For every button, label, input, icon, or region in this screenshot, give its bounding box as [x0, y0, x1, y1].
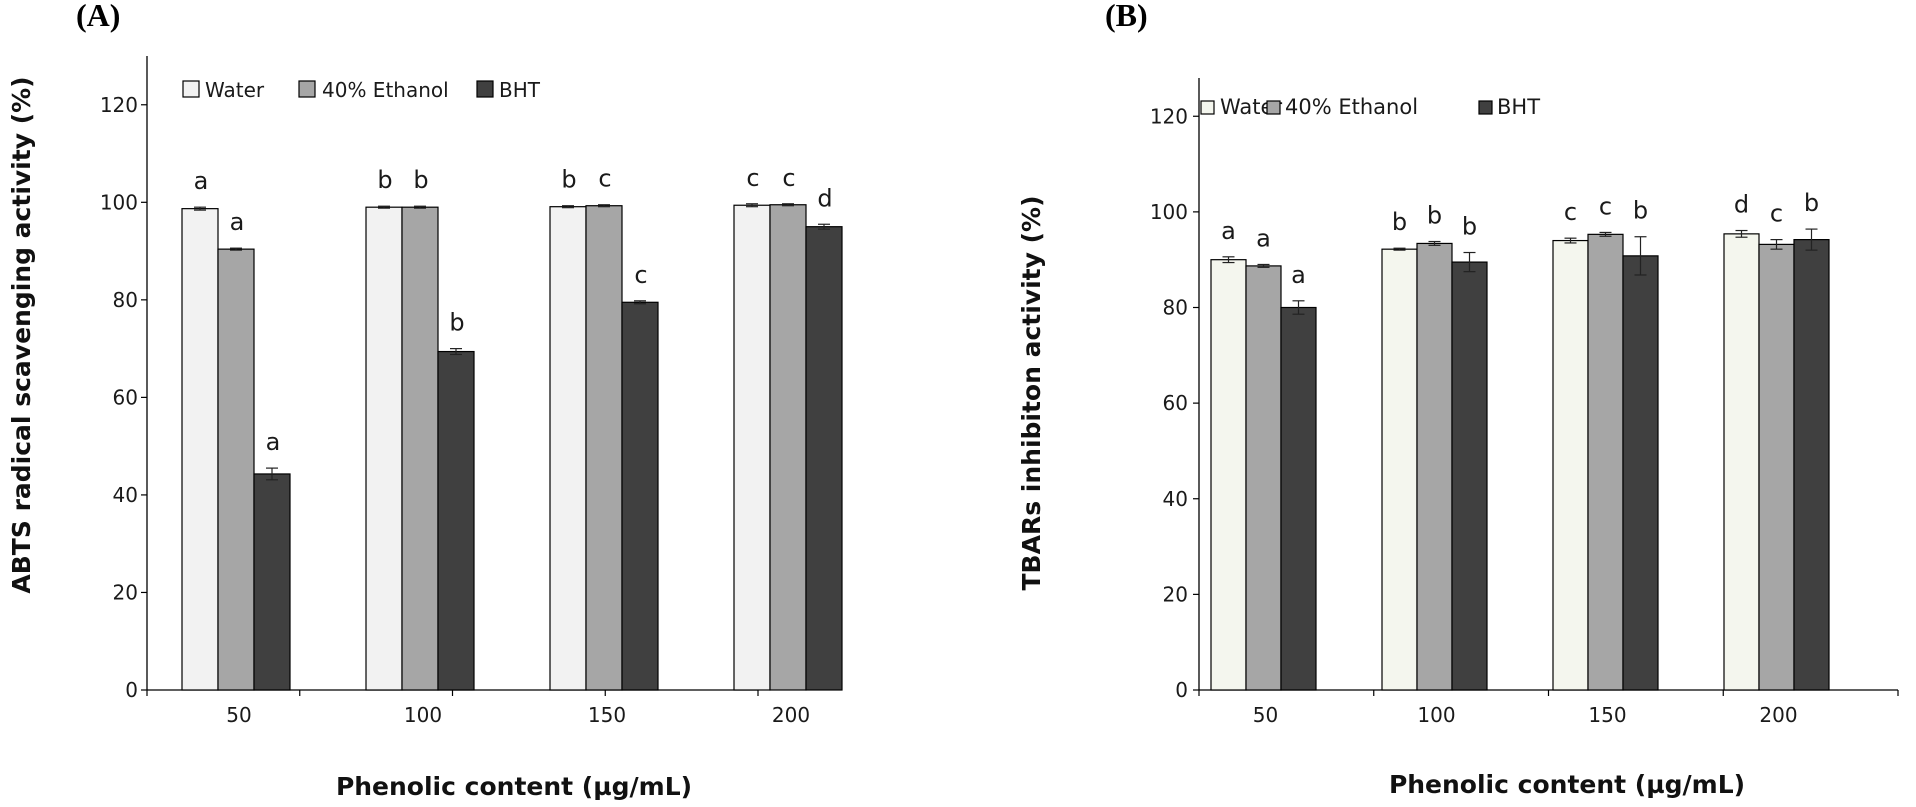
panel-label-b: (B): [1105, 0, 1148, 33]
y-tick-label-b: 20: [1163, 582, 1188, 606]
significance-letter-b: b: [1804, 189, 1819, 217]
bar-a-bht-150: [621, 301, 659, 691]
legend-label-a: Water: [205, 78, 265, 102]
bar-a-water-200: [733, 204, 771, 691]
legend-swatch-a-bht: [476, 80, 494, 98]
y-tick-label-a: 0: [125, 678, 138, 702]
y-tick-label-a: 80: [113, 288, 138, 312]
y-tick-label-a: 60: [113, 385, 138, 409]
panel-label-a: (A): [76, 0, 120, 33]
y-tick-label-b: 100: [1150, 200, 1188, 224]
x-axis-title-b: Phenolic content (µg/mL): [1389, 770, 1745, 799]
x-tick-label-a: 100: [404, 703, 442, 727]
bar-b-bht-150: [1622, 255, 1659, 691]
bar-b-water-200: [1723, 233, 1760, 691]
bar-a-bht-50: [253, 473, 291, 691]
y-tick-label-b: 0: [1175, 678, 1188, 702]
bar-a-bht-200: [805, 226, 843, 691]
x-tick-label-a: 150: [588, 703, 626, 727]
bar-a-40-ethanol-200: [769, 204, 807, 691]
y-tick-label-a: 20: [113, 580, 138, 604]
y-tick-label-b: 60: [1163, 391, 1188, 415]
legend-label-a: 40% Ethanol: [322, 78, 449, 102]
significance-letter-b: a: [1256, 224, 1271, 252]
significance-letter-a: a: [194, 167, 209, 195]
x-tick-label-b: 150: [1588, 703, 1626, 727]
bar-b-40-ethanol-150: [1587, 233, 1624, 691]
significance-letter-b: b: [1427, 202, 1442, 230]
significance-letter-b: b: [1633, 197, 1648, 225]
y-tick-label-b: 80: [1163, 296, 1188, 320]
bar-a-40-ethanol-150: [585, 205, 623, 691]
bar-a-bht-100: [437, 350, 475, 691]
significance-letter-a: d: [817, 184, 832, 212]
significance-letter-a: b: [561, 166, 576, 194]
significance-letter-b: c: [1564, 198, 1577, 226]
bar-b-40-ethanol-200: [1758, 243, 1795, 691]
y-tick-label-b: 120: [1150, 104, 1188, 128]
significance-letter-a: b: [377, 166, 392, 194]
x-tick-label-b: 100: [1417, 703, 1455, 727]
significance-letter-b: a: [1221, 217, 1236, 245]
bar-a-water-100: [365, 206, 403, 691]
y-tick-label-b: 40: [1163, 487, 1188, 511]
significance-letter-b: c: [1770, 200, 1783, 228]
x-tick-label-b: 50: [1253, 703, 1278, 727]
significance-letter-a: b: [449, 309, 464, 337]
legend-swatch-b-water: [1200, 100, 1215, 115]
legend-swatch-b-40-ethanol: [1266, 100, 1281, 115]
y-axis-title-a: ABTS radical scavenging activity (%): [7, 76, 36, 593]
significance-letter-a: c: [782, 164, 795, 192]
legend-label-b: 40% Ethanol: [1285, 95, 1418, 119]
bar-a-40-ethanol-50: [217, 248, 255, 691]
significance-letter-a: a: [230, 208, 245, 236]
bar-b-bht-100: [1451, 261, 1488, 691]
bar-b-40-ethanol-100: [1416, 242, 1453, 691]
significance-letter-b: b: [1392, 208, 1407, 236]
y-tick-label-a: 40: [113, 483, 138, 507]
x-tick-label-a: 200: [772, 703, 810, 727]
chart-panel-a: (A) ABTS radical scavenging activity (%)…: [7, 0, 843, 801]
bar-b-water-50: [1210, 259, 1247, 691]
y-tick-label-a: 100: [100, 190, 138, 214]
x-tick-label-b: 200: [1759, 703, 1797, 727]
y-tick-label-a: 120: [100, 93, 138, 117]
legend-label-b: BHT: [1497, 95, 1540, 119]
significance-letter-b: a: [1291, 261, 1306, 289]
legend-label-a: BHT: [499, 78, 541, 102]
y-axis-title-b: TBARs inhibiton activity (%): [1017, 195, 1046, 590]
bar-b-water-150: [1552, 239, 1589, 691]
significance-letter-a: c: [746, 164, 759, 192]
x-tick-label-a: 50: [226, 703, 251, 727]
significance-letter-b: d: [1734, 191, 1749, 219]
bar-a-40-ethanol-100: [401, 206, 439, 691]
significance-letter-a: b: [413, 166, 428, 194]
bar-b-water-100: [1381, 248, 1418, 691]
legend-swatch-a-water: [182, 80, 200, 98]
significance-letter-a: c: [634, 261, 647, 289]
significance-letter-a: a: [266, 428, 281, 456]
significance-letter-b: b: [1462, 213, 1477, 241]
bar-b-bht-200: [1793, 239, 1830, 691]
significance-letter-b: c: [1599, 192, 1612, 220]
chart-panel-b: (B) TBARs inhibiton activity (%) Phenoli…: [1017, 0, 1899, 799]
bar-a-water-150: [549, 206, 587, 691]
legend-swatch-b-bht: [1478, 100, 1493, 115]
legend-swatch-a-40-ethanol: [298, 80, 316, 98]
bar-b-bht-50: [1280, 306, 1317, 691]
x-axis-title-a: Phenolic content (µg/mL): [336, 772, 692, 801]
bar-a-water-50: [181, 208, 219, 691]
significance-letter-a: c: [598, 165, 611, 193]
bar-b-40-ethanol-50: [1245, 265, 1282, 691]
